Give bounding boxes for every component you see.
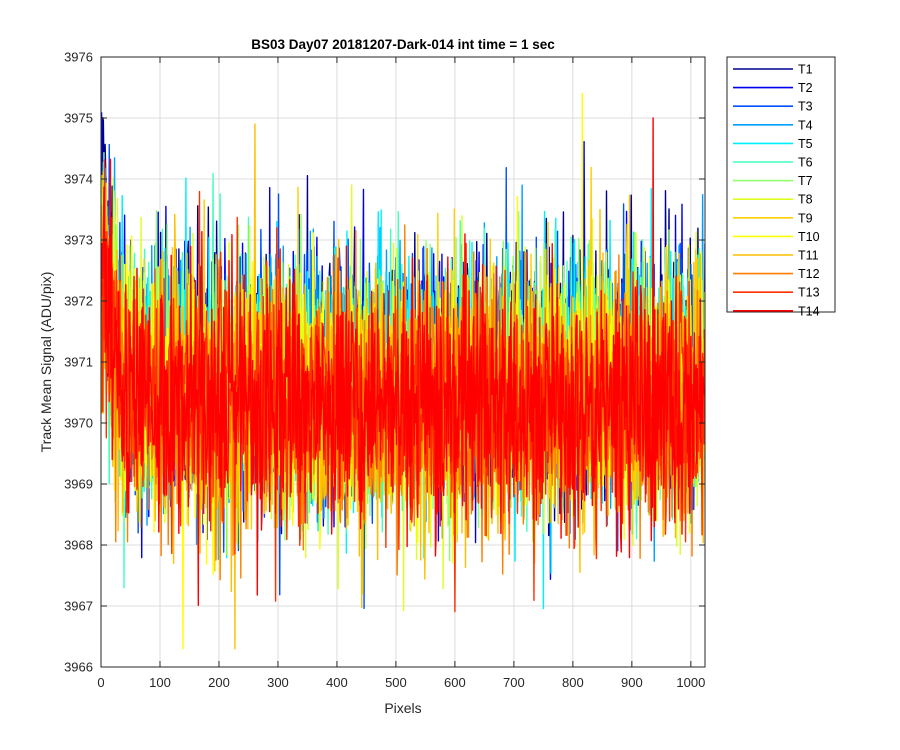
- x-tick-label: 800: [562, 675, 584, 690]
- legend-label-t14: T14: [798, 304, 820, 318]
- y-tick-label: 3971: [64, 355, 93, 370]
- axis-ticks: 0 100 200 300 400 500 600 700 800 900 1000 3966 3967…: [64, 50, 705, 691]
- x-tick-label: 300: [267, 675, 289, 690]
- x-tick-label: 700: [503, 675, 525, 690]
- legend-box: [726, 56, 836, 313]
- y-tick-label: 3974: [64, 172, 93, 187]
- legend-label-t2: T2: [798, 81, 813, 95]
- legend-label-t9: T9: [798, 211, 813, 225]
- legend-label-t1: T1: [798, 63, 813, 77]
- legend-label-t8: T8: [798, 193, 813, 207]
- legend-label-t5: T5: [798, 137, 813, 151]
- legend: T1 T2 T3 T4 T5 T6 T7 T8 T9 T10 T11 T12 T13 T14: [726, 56, 836, 318]
- y-tick-label: 3975: [64, 111, 93, 126]
- legend-label-t4: T4: [798, 118, 813, 132]
- series-layer: [101, 92, 705, 650]
- x-tick-label: 200: [208, 675, 230, 690]
- x-tick-label: 1000: [676, 675, 705, 690]
- x-tick-label: 100: [149, 675, 171, 690]
- legend-label-t7: T7: [798, 174, 813, 188]
- y-tick-label: 3976: [64, 50, 93, 65]
- y-axis-label: Track Mean Signal (ADU/pix): [38, 272, 54, 453]
- y-tick-label: 3968: [64, 538, 93, 553]
- x-axis-label: Pixels: [384, 700, 421, 716]
- legend-label-t13: T13: [798, 286, 820, 300]
- y-tick-label: 3969: [64, 477, 93, 492]
- y-tick-label: 3967: [64, 599, 93, 614]
- chart-title: BS03 Day07 20181207-Dark-014 int time = …: [251, 37, 555, 52]
- legend-label-t12: T12: [798, 267, 820, 281]
- y-tick-label: 3972: [64, 294, 93, 309]
- x-tick-label: 500: [385, 675, 407, 690]
- legend-label-t3: T3: [798, 100, 813, 114]
- y-tick-label: 3966: [64, 660, 93, 675]
- series-line-t14: [101, 117, 705, 607]
- legend-label-t6: T6: [798, 156, 813, 170]
- x-tick-label: 900: [621, 675, 643, 690]
- legend-label-t10: T10: [798, 230, 820, 244]
- x-tick-label: 0: [97, 675, 104, 690]
- y-tick-label: 3973: [64, 233, 93, 248]
- x-tick-label: 400: [326, 675, 348, 690]
- y-tick-label: 3970: [64, 416, 93, 431]
- x-tick-label: 600: [444, 675, 466, 690]
- legend-label-t11: T11: [798, 249, 819, 263]
